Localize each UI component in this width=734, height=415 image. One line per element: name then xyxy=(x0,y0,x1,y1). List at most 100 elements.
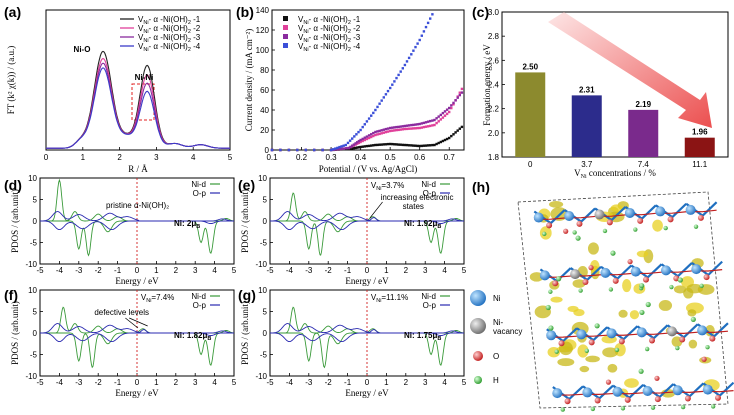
o-atom xyxy=(618,338,625,345)
x-tick-label: 2 xyxy=(117,153,122,162)
series-1-point xyxy=(367,144,371,148)
panel-a-ylabel: FT (k² χ(k)) / (a.u.) xyxy=(6,46,16,115)
x-tick-label: 0.4 xyxy=(355,153,367,162)
legend-text-part: - α -Ni(OH) xyxy=(309,42,349,51)
legend-text-part: 2 xyxy=(188,47,191,53)
series-1-point xyxy=(435,142,438,146)
legend-text-part: Ni xyxy=(303,29,308,35)
series-2-point xyxy=(399,128,402,131)
ni-atom xyxy=(636,327,647,338)
series-3-point xyxy=(337,147,340,151)
series-3-point xyxy=(433,118,436,122)
series-3-point xyxy=(424,121,428,124)
interlayer-atom xyxy=(638,368,644,374)
series-1-point xyxy=(429,144,432,147)
series-2-point xyxy=(393,129,396,132)
legend-text-part: Ni xyxy=(143,38,148,44)
series-4-point xyxy=(334,147,337,150)
series-2-point xyxy=(384,130,388,134)
ni-atom xyxy=(576,329,587,340)
series-3-point xyxy=(422,121,426,125)
interlayer-atom xyxy=(639,283,645,289)
series-2-point xyxy=(426,125,430,128)
series-1-point xyxy=(403,143,407,147)
legend-label: Ni-d xyxy=(421,292,436,301)
legend-atom-label-line: O xyxy=(493,352,499,361)
h-atom xyxy=(560,407,565,412)
h-atom xyxy=(705,345,710,350)
series-4-point xyxy=(372,111,375,115)
panel-a-label: (a) xyxy=(4,4,21,20)
legend-text-part: 2 xyxy=(348,29,351,35)
series-4-point xyxy=(378,102,381,105)
h-atom xyxy=(572,230,577,235)
bar-3.7 xyxy=(571,95,602,157)
legend-label: Ni-d xyxy=(421,180,436,189)
annotation: defective levels xyxy=(94,308,149,317)
series-4-point xyxy=(429,17,432,20)
series-4-point xyxy=(313,148,316,152)
series-2-point xyxy=(416,126,419,130)
panel-a-xticks: 0 1 2 3 4 5 xyxy=(44,147,233,162)
moment-prefix: Ni: xyxy=(404,331,417,340)
h-atom xyxy=(590,406,596,412)
x-tick-label: 1 xyxy=(154,266,159,275)
ni-atom xyxy=(612,386,623,397)
panel-d: (d)PDOS / (arb.unit) Energy / eV -5 -4 -3 -2 -… xyxy=(4,174,237,286)
annotation-arrow xyxy=(129,317,148,327)
series-3-point xyxy=(401,125,404,128)
series-1-point xyxy=(405,143,409,147)
series-3-point xyxy=(384,127,388,131)
series-4-point xyxy=(420,34,423,37)
series-3-point xyxy=(376,130,379,133)
legend-entry-4: VNi- α -Ni(OH)2 -4 xyxy=(298,42,361,53)
series-4-point xyxy=(296,148,299,152)
series-4-point xyxy=(340,145,343,148)
interlayer-atom xyxy=(548,325,554,331)
legend-text-part: 2 xyxy=(188,20,191,26)
series-3-point xyxy=(450,104,453,107)
x-tick-label: -3 xyxy=(305,378,313,387)
legend-text-part: - α -Ni(OH) xyxy=(309,15,349,24)
series-1-point xyxy=(412,144,415,147)
series-3-point xyxy=(374,130,377,134)
series-3-point xyxy=(391,126,394,129)
x-tick-label: 0.6 xyxy=(414,153,426,162)
ni-atom xyxy=(697,325,708,336)
series-1-point xyxy=(372,144,375,147)
x-tick-label: -4 xyxy=(56,378,64,387)
y-tick-label: 2.0 xyxy=(488,129,500,138)
legend-text-part: - α -Ni(OH) xyxy=(149,15,189,24)
series-3-point xyxy=(437,115,440,118)
legend-text-part: - α -Ni(OH) xyxy=(309,33,349,42)
series-2-point xyxy=(433,123,436,127)
series-4-point xyxy=(414,45,417,49)
x-tick-label: -5 xyxy=(266,266,274,275)
series-4-point xyxy=(403,63,407,67)
ni-vacancy-atom xyxy=(594,209,605,220)
series-3-point xyxy=(345,147,348,150)
legend-label: Ni-d xyxy=(191,180,206,189)
charge-density-blob xyxy=(557,358,575,367)
h-atom xyxy=(675,345,680,351)
moment-sub: B xyxy=(437,224,441,230)
series-2-point xyxy=(407,127,411,130)
interlayer-atom xyxy=(610,250,616,256)
series-2-point xyxy=(403,127,407,131)
series-3-point xyxy=(410,123,413,127)
y-tick-label: -5 xyxy=(30,239,38,248)
y-tick-label: 10 xyxy=(258,174,267,183)
ni-atom xyxy=(564,211,575,222)
series-1-point xyxy=(365,144,369,148)
ni-atom xyxy=(533,212,544,223)
o-atom xyxy=(667,216,674,223)
ni-vacancy-atom xyxy=(666,326,677,337)
y-tick-label: 0 xyxy=(33,329,38,338)
h-atom xyxy=(584,348,590,354)
bar-value-label: 2.50 xyxy=(522,62,538,71)
legend-atom-1 xyxy=(470,290,486,306)
series-2-point xyxy=(458,91,461,94)
ni-atom xyxy=(660,265,671,276)
series-1-point xyxy=(456,129,459,132)
annotation-arrow xyxy=(369,201,383,219)
